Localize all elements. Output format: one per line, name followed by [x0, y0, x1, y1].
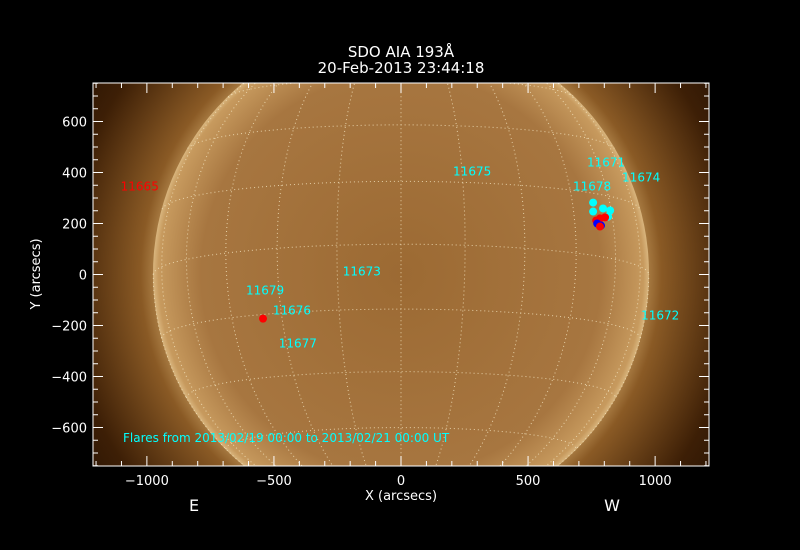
y-tick-label: 600 — [62, 116, 87, 131]
west-label: W — [604, 496, 620, 515]
east-label: E — [189, 496, 199, 515]
grid-latitude-line — [346, 28, 457, 32]
grid-latitude-line — [227, 83, 575, 98]
y-tick-label: 0 — [79, 269, 87, 284]
y-tick-label: −600 — [51, 421, 87, 436]
active-region-label: 11677 — [279, 337, 317, 351]
grid-latitude-line — [185, 371, 617, 399]
flare-marker — [259, 314, 268, 323]
flare-marker — [589, 207, 598, 216]
grid-latitude-line — [337, 505, 465, 513]
active-region-label: 11672 — [641, 309, 679, 323]
x-tick-label: 500 — [516, 474, 541, 489]
flare-marker — [606, 206, 615, 215]
grid-latitude-line — [161, 308, 641, 339]
grid-latitude-line — [152, 243, 650, 275]
y-tick-label: −200 — [51, 319, 87, 334]
x-tick-label: 1000 — [639, 474, 672, 489]
x-tick-label: −1000 — [125, 474, 169, 489]
x-axis-label: X (arcsecs) — [365, 489, 437, 504]
active-region-label: 11678 — [573, 180, 611, 194]
flare-marker — [589, 198, 598, 207]
active-region-label: 11676 — [273, 303, 311, 317]
solar-disk — [153, 83, 649, 466]
flare-markers — [259, 198, 615, 323]
flare-marker — [595, 222, 604, 231]
y-tick-label: 200 — [62, 218, 87, 233]
y-tick-label: −400 — [51, 370, 87, 385]
axis-ticks: −1000 −500 0 500 1000 −600 −400 −200 0 200 400 600 — [51, 82, 709, 489]
chart-subtitle: 20-Feb-2013 23:44:18 — [318, 59, 485, 77]
flare-marker — [599, 204, 608, 213]
y-tick-label: 400 — [62, 167, 87, 182]
grid-latitude-line — [187, 124, 615, 149]
x-tick-label: −500 — [256, 474, 292, 489]
active-region-label: 11679 — [246, 284, 284, 298]
flare-period-note: Flares from 2013/02/19 00:00 to 2013/02/… — [123, 431, 450, 445]
chart-title: SDO AIA 193Å — [348, 42, 455, 61]
heliographic-grid — [152, 28, 650, 513]
grid-longitude-line — [499, 83, 577, 466]
grid-longitude-line — [225, 83, 303, 466]
active-region-label: 11674 — [622, 171, 660, 185]
active-region-label: 11675 — [453, 164, 491, 178]
flare-marker — [601, 213, 610, 222]
active-region-label: 11665 — [121, 180, 159, 194]
x-tick-label: 0 — [397, 474, 405, 489]
active-region-label: 11671 — [587, 156, 625, 170]
y-axis-label: Y (arcsecs) — [29, 238, 44, 310]
active-region-label: 11673 — [343, 264, 381, 278]
